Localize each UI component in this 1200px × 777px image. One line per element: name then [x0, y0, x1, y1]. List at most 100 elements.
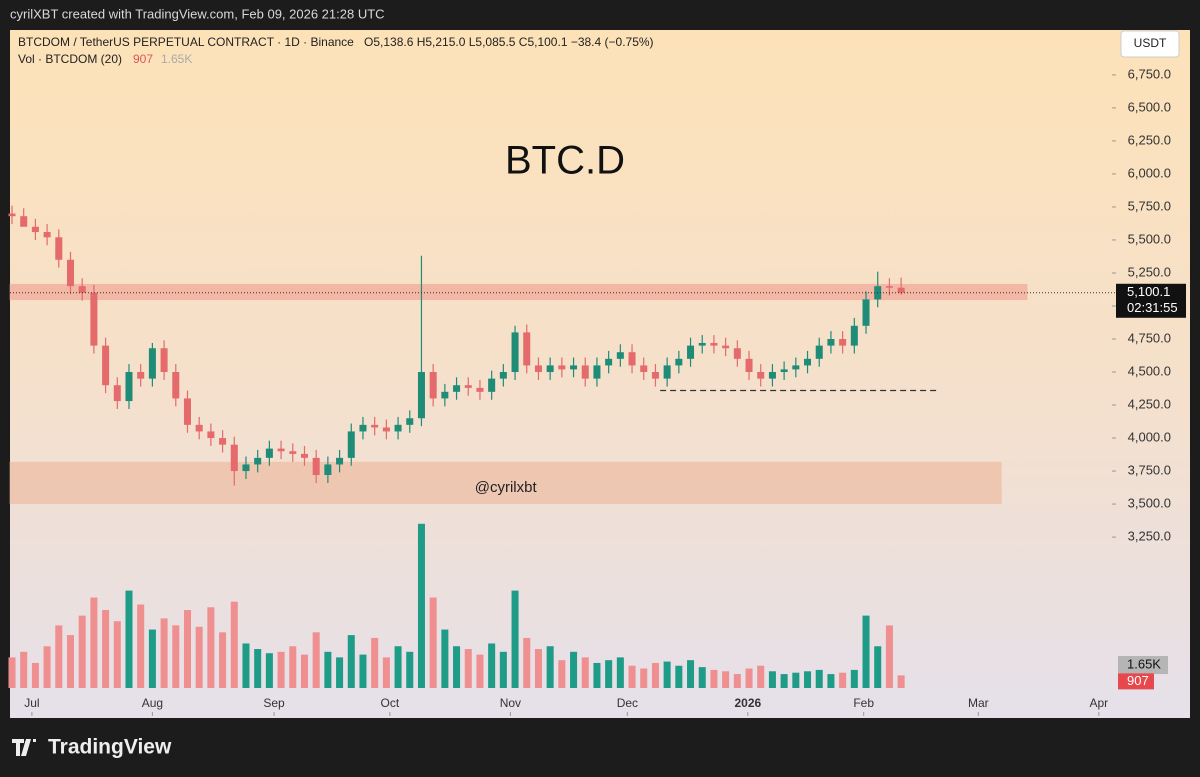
candle-body — [722, 345, 730, 349]
brand — [12, 739, 36, 756]
candle-body — [663, 365, 671, 379]
candle-body — [862, 299, 870, 326]
x-tick-label: Sep — [263, 696, 285, 710]
candle-body — [453, 385, 461, 392]
volume-bar — [8, 657, 16, 688]
volume-bar — [382, 657, 390, 688]
candle-body — [102, 345, 110, 386]
volume-bar — [558, 660, 566, 688]
candle-body — [371, 424, 379, 428]
x-tick-label: Mar — [968, 696, 989, 710]
candle-body — [160, 348, 168, 373]
volume-bar — [675, 665, 683, 688]
candle-body — [277, 448, 285, 452]
y-tick-label: 5,500.0 — [1128, 231, 1171, 246]
candle-body — [289, 451, 297, 454]
volume-bar — [394, 646, 402, 688]
volume-bar — [839, 672, 847, 688]
volume-bar — [605, 660, 613, 688]
candle-body — [382, 427, 390, 432]
watermark: @cyrilxbt — [475, 479, 538, 496]
candle-body — [324, 464, 332, 476]
volume-bar — [160, 618, 168, 688]
volume-bar — [722, 671, 730, 688]
candle-body — [66, 259, 75, 287]
candle-body — [768, 372, 776, 379]
last-price-box — [1116, 283, 1186, 318]
volume-bar — [827, 674, 835, 688]
candle-body — [570, 365, 578, 370]
volume-bar — [359, 654, 367, 688]
candle-body — [897, 287, 905, 293]
volume-bar — [534, 649, 542, 688]
candle-body — [31, 226, 39, 233]
volume-bar — [698, 667, 706, 688]
volume-bar — [441, 629, 449, 688]
candle-body — [359, 424, 367, 432]
volume-bar — [406, 651, 414, 688]
volume-bar — [300, 654, 308, 688]
candle-body — [476, 387, 484, 392]
candle-body — [242, 464, 250, 472]
y-tick-label: 6,500.0 — [1128, 99, 1171, 114]
volume-bar — [476, 654, 484, 688]
volume-bar — [768, 671, 776, 688]
candle-body — [745, 358, 753, 373]
candle-body — [792, 365, 800, 370]
volume-bar — [137, 604, 145, 688]
volume-bar — [663, 661, 671, 688]
volume-bar — [499, 651, 507, 688]
volume-bar — [336, 657, 344, 688]
x-tick-label: Feb — [853, 696, 874, 710]
brand-name: TradingView — [48, 736, 172, 759]
candle-body — [698, 342, 706, 346]
y-tick-label: 6,250.0 — [1128, 132, 1171, 147]
volume-bar — [745, 668, 753, 688]
candle-body — [207, 431, 215, 439]
volume-last-box — [1118, 673, 1154, 690]
volume-bar — [628, 665, 636, 688]
volume-bar — [850, 669, 858, 688]
candle-body — [616, 352, 624, 359]
candle-body — [55, 237, 63, 260]
volume-bar — [897, 675, 905, 688]
volume-bar — [20, 651, 28, 688]
volume-bar — [780, 674, 788, 688]
volume-bar — [289, 646, 297, 688]
candle-body — [137, 372, 145, 379]
volume-bar — [687, 660, 695, 688]
candle-body — [885, 286, 893, 288]
volume-bar — [570, 651, 578, 688]
volume-bar — [417, 523, 425, 688]
zone — [9, 283, 1028, 301]
volume-bar — [640, 668, 648, 688]
candle-body — [336, 457, 344, 465]
volume-bar — [523, 637, 531, 688]
candle-body — [827, 339, 835, 346]
volume-bar — [148, 629, 156, 688]
volume-bar — [710, 669, 718, 688]
volume-bar — [265, 653, 273, 688]
volume-bar — [312, 632, 320, 688]
candle-body — [90, 292, 98, 346]
y-tick-label: 5,250.0 — [1128, 264, 1171, 279]
candle-body — [780, 369, 788, 373]
currency-box[interactable] — [1120, 30, 1180, 58]
candle-body — [605, 358, 613, 366]
candle-body — [20, 216, 28, 227]
volume-bar — [254, 649, 262, 688]
candle-body — [534, 365, 542, 373]
y-tick-label: 4,750.0 — [1128, 330, 1171, 345]
candle-body — [406, 418, 414, 425]
candle-body — [43, 232, 51, 238]
candle-body — [441, 391, 449, 399]
currency: USDT — [1134, 36, 1167, 50]
volume-ma-label: 1.65K — [161, 52, 192, 66]
candle-body — [429, 372, 437, 399]
y-tick-label: 3,500.0 — [1128, 496, 1171, 511]
candle-body — [172, 372, 180, 399]
y-tick-label: 4,250.0 — [1128, 396, 1171, 411]
x-tick-label: Oct — [381, 696, 400, 710]
volume-bar — [511, 590, 519, 688]
